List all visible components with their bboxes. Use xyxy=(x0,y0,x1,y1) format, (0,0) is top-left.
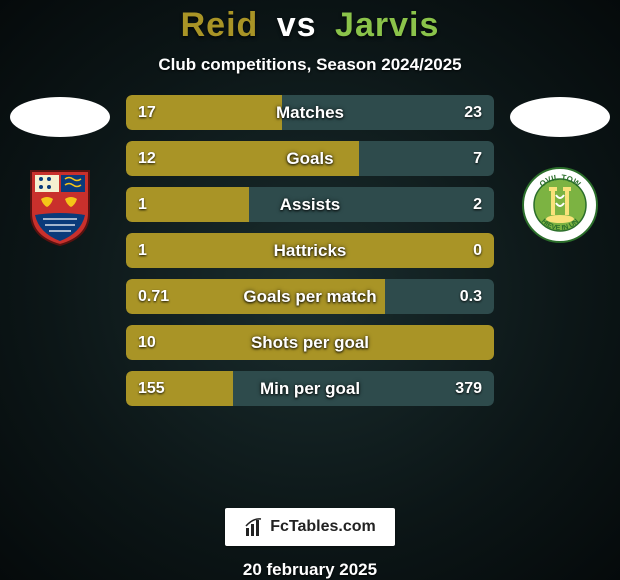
stat-row: Matches17 23 xyxy=(126,95,494,130)
stat-label: Shots per goal xyxy=(126,325,494,360)
footer-brand-text: FcTables.com xyxy=(270,518,376,536)
stat-value-right: 0 xyxy=(473,233,482,268)
stat-value-right: 23 xyxy=(464,95,482,130)
right-player-column: OVIL TOW HIEVE IN UN xyxy=(500,95,620,492)
fctables-logo: FcTables.com xyxy=(225,508,395,546)
stat-label: Goals per match xyxy=(126,279,494,314)
stat-value-left: 1 xyxy=(138,187,147,222)
stat-row: Min per goal155 379 xyxy=(126,371,494,406)
stat-label: Hattricks xyxy=(126,233,494,268)
player1-avatar-placeholder xyxy=(10,97,110,137)
player2-avatar-placeholder xyxy=(510,97,610,137)
stat-value-right: 2 xyxy=(473,187,482,222)
page-title: Reid vs Jarvis xyxy=(181,6,440,45)
stat-label: Min per goal xyxy=(126,371,494,406)
stat-value-right: 379 xyxy=(455,371,482,406)
title-vs: vs xyxy=(277,6,317,44)
stat-row: Goals12 7 xyxy=(126,141,494,176)
stat-value-left: 155 xyxy=(138,371,165,406)
stat-value-left: 1 xyxy=(138,233,147,268)
stat-value-left: 17 xyxy=(138,95,156,130)
stat-row: Goals per match0.71 0.3 xyxy=(126,279,494,314)
left-player-column xyxy=(0,95,120,492)
stat-row: Shots per goal10 xyxy=(126,325,494,360)
stat-label: Goals xyxy=(126,141,494,176)
stat-value-left: 10 xyxy=(138,325,156,360)
stat-value-right: 7 xyxy=(473,141,482,176)
stat-value-right: 0.3 xyxy=(460,279,482,314)
player1-club-crest xyxy=(21,165,99,247)
stats-column: Matches1723Goals127Assists12Hattricks10G… xyxy=(120,95,500,492)
stat-row: Assists1 2 xyxy=(126,187,494,222)
stat-label: Assists xyxy=(126,187,494,222)
wealdstone-crest-icon xyxy=(21,165,99,247)
content-row: Matches1723Goals127Assists12Hattricks10G… xyxy=(0,95,620,492)
footer-date: 20 february 2025 xyxy=(243,560,377,580)
yeovil-town-crest-icon: OVIL TOW HIEVE IN UN xyxy=(521,165,599,247)
stat-value-left: 0.71 xyxy=(138,279,169,314)
comparison-card: Reid vs Jarvis Club competitions, Season… xyxy=(0,0,620,580)
player2-club-crest: OVIL TOW HIEVE IN UN xyxy=(521,165,599,247)
stat-row: Hattricks1 0 xyxy=(126,233,494,268)
title-player1: Reid xyxy=(181,6,259,44)
stat-label: Matches xyxy=(126,95,494,130)
title-player2: Jarvis xyxy=(335,6,439,44)
subtitle: Club competitions, Season 2024/2025 xyxy=(158,55,461,75)
stat-value-left: 12 xyxy=(138,141,156,176)
bar-chart-icon xyxy=(244,516,266,538)
